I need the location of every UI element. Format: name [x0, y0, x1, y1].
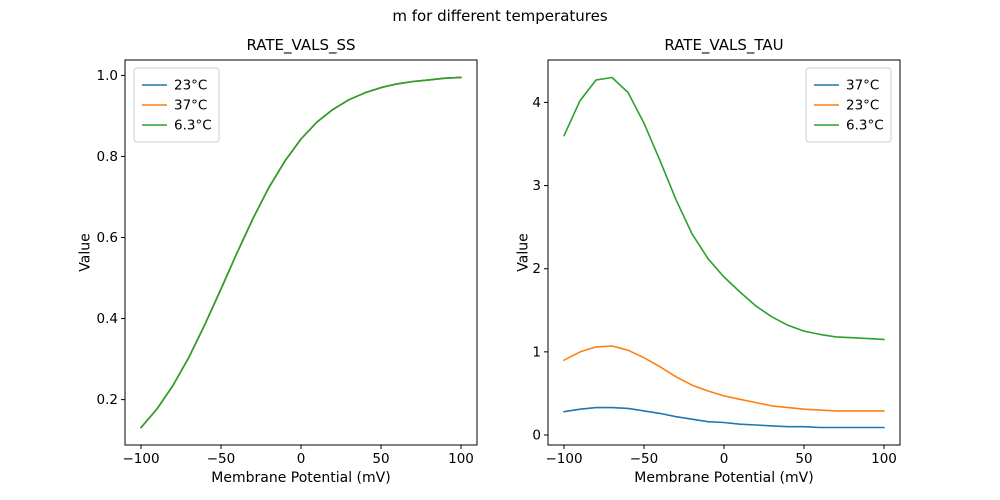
axes-frame	[547, 59, 901, 446]
series-line-37°C	[563, 406, 885, 429]
y-tick-label: 0.8	[97, 149, 118, 165]
legend-box	[133, 67, 220, 143]
series-line-6.3°C	[140, 76, 462, 429]
y-tick-label: 1	[532, 344, 541, 360]
series-line-6.3°C	[563, 76, 885, 341]
series-line-23°C	[563, 345, 885, 412]
legend-label: 37°C	[846, 78, 879, 94]
x-tick-label: 0	[720, 451, 729, 467]
x-tick-label: 50	[795, 451, 812, 467]
x-tick-label: −50	[630, 451, 659, 467]
legend-label: 23°C	[174, 78, 207, 94]
subplot-title: RATE_VALS_TAU	[664, 36, 783, 55]
legend-box	[805, 67, 892, 143]
legend-label: 37°C	[174, 98, 207, 114]
y-axis-label: Value	[516, 233, 532, 271]
legend-label: 6.3°C	[846, 118, 884, 134]
subplot-tau: −100 −50 0 50 100 0 1 2 3 4 RATE_VALS_TAU Membrane …	[516, 36, 901, 486]
x-tick-label: 100	[871, 451, 897, 467]
x-axis-label: Membrane Potential (mV)	[634, 470, 813, 486]
x-axis-label: Membrane Potential (mV)	[211, 470, 390, 486]
y-axis-label: Value	[78, 233, 94, 271]
y-tick-label: 0.6	[97, 230, 118, 246]
y-tick-label: 3	[532, 178, 541, 194]
x-tick-label: 50	[372, 451, 389, 467]
y-tick-label: 4	[532, 95, 541, 111]
legend: 37°C 23°C 6.3°C	[805, 67, 892, 143]
y-tick-label: 0.2	[97, 392, 118, 408]
x-tick-label: −100	[122, 451, 159, 467]
y-tick-label: 1.0	[97, 68, 118, 84]
legend: 23°C 37°C 6.3°C	[133, 67, 220, 143]
x-tick-label: −100	[545, 451, 582, 467]
y-tick-label: 2	[532, 261, 541, 277]
subplot-title: RATE_VALS_SS	[246, 36, 355, 55]
y-tick-label: 0.4	[97, 311, 118, 327]
x-tick-label: 0	[297, 451, 306, 467]
figure-suptitle: m for different temperatures	[392, 7, 608, 25]
x-tick-label: −50	[207, 451, 236, 467]
y-tick-label: 0	[532, 428, 541, 444]
legend-label: 6.3°C	[174, 118, 212, 134]
subplot-ss: −100 −50 0 50 100 0.2 0.4 0.6 0.8 1.0 RATE_VALS_SS…	[78, 36, 478, 486]
legend-label: 23°C	[846, 98, 879, 114]
x-tick-label: 100	[448, 451, 474, 467]
axes-frame	[124, 59, 478, 446]
